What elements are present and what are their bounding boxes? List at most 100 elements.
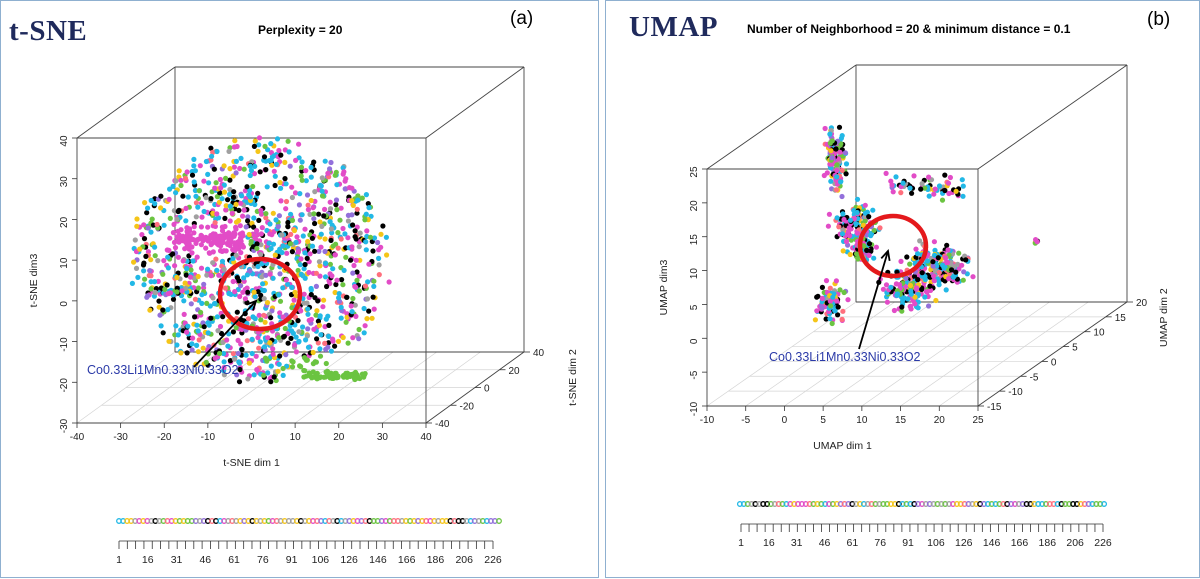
data-point	[183, 272, 189, 278]
data-point	[258, 207, 264, 213]
data-point	[298, 164, 305, 170]
data-point	[322, 236, 328, 242]
data-point	[203, 158, 209, 165]
data-point	[237, 231, 243, 237]
data-point	[185, 194, 191, 200]
data-point	[161, 258, 167, 264]
data-point	[333, 281, 339, 288]
colorbar-marker	[756, 501, 763, 507]
data-point	[310, 205, 316, 211]
data-point	[353, 313, 359, 319]
data-point	[230, 255, 236, 261]
data-point	[311, 211, 317, 217]
data-point	[195, 349, 201, 355]
floor-grid-line	[939, 301, 1089, 407]
data-point	[175, 332, 181, 338]
data-point	[862, 210, 869, 216]
colorbar-marker	[822, 501, 829, 507]
data-point	[195, 273, 201, 280]
data-point	[231, 231, 237, 237]
data-point	[254, 228, 260, 234]
data-point	[930, 263, 936, 269]
data-point	[376, 255, 382, 261]
data-point	[283, 277, 289, 283]
colorbar-marker	[802, 501, 809, 507]
data-point	[888, 284, 894, 290]
data-point	[131, 259, 137, 265]
data-point	[187, 233, 193, 239]
data-point	[221, 163, 227, 169]
data-point	[883, 170, 889, 176]
data-point	[192, 314, 198, 320]
colorbar-marker	[1031, 501, 1038, 507]
data-point	[278, 185, 284, 191]
data-point	[262, 143, 268, 149]
data-point	[918, 186, 924, 192]
chart-subtitle-umap: Number of Neighborhood = 20 & minimum di…	[747, 22, 1071, 36]
data-point	[328, 159, 334, 166]
data-point	[898, 258, 904, 264]
data-point	[311, 216, 317, 222]
data-point	[213, 256, 219, 262]
data-point	[233, 224, 239, 230]
data-point	[383, 234, 389, 240]
data-point	[148, 257, 154, 263]
umap-panel: UMAP Number of Neighborhood = 20 & minim…	[605, 0, 1200, 578]
z-tick-label: -10	[689, 401, 700, 416]
data-point	[340, 165, 346, 171]
data-point	[255, 148, 261, 154]
data-point	[348, 303, 354, 309]
data-point	[268, 379, 274, 385]
data-point	[359, 195, 365, 201]
data-point	[911, 173, 917, 179]
data-point	[221, 372, 227, 378]
data-point	[149, 216, 155, 222]
colorbar-marker	[767, 501, 774, 507]
data-point	[352, 234, 358, 240]
data-point	[158, 193, 164, 199]
data-point	[235, 337, 241, 343]
data-point	[299, 212, 305, 218]
data-point	[301, 355, 308, 361]
data-point	[289, 217, 296, 223]
colorbar-marker	[1089, 501, 1096, 507]
data-point	[189, 172, 196, 178]
y-tick-label: -15	[987, 402, 1002, 413]
data-point	[334, 277, 340, 283]
data-point	[961, 269, 967, 275]
x-tick-label: 15	[895, 415, 907, 426]
colorbar-tick-label: 206	[455, 554, 473, 566]
data-point	[884, 299, 890, 305]
data-point	[302, 368, 308, 374]
data-point	[252, 138, 258, 144]
data-point	[270, 275, 276, 281]
data-point	[298, 308, 304, 314]
data-point	[932, 247, 938, 253]
data-point	[840, 211, 846, 217]
data-point	[341, 169, 347, 175]
data-point	[293, 239, 299, 245]
data-point	[129, 280, 135, 286]
data-point	[329, 230, 335, 236]
data-point	[290, 330, 296, 336]
data-point	[376, 262, 382, 268]
data-point	[861, 243, 867, 249]
data-point	[954, 276, 960, 282]
data-point	[302, 261, 308, 268]
data-point	[184, 225, 190, 231]
data-point	[356, 326, 362, 333]
colorbar-marker	[849, 501, 856, 507]
data-point	[317, 353, 324, 359]
data-point	[208, 315, 214, 321]
data-point	[267, 231, 273, 237]
data-point	[293, 334, 299, 340]
data-point	[278, 198, 284, 204]
x-tick-label: 10	[290, 432, 302, 443]
data-point	[179, 236, 185, 242]
data-point	[326, 340, 332, 346]
data-point	[170, 230, 176, 236]
data-point	[205, 224, 211, 230]
colorbar-marker	[1012, 501, 1018, 507]
data-point	[261, 312, 267, 318]
x-tick-label: 20	[333, 432, 345, 443]
